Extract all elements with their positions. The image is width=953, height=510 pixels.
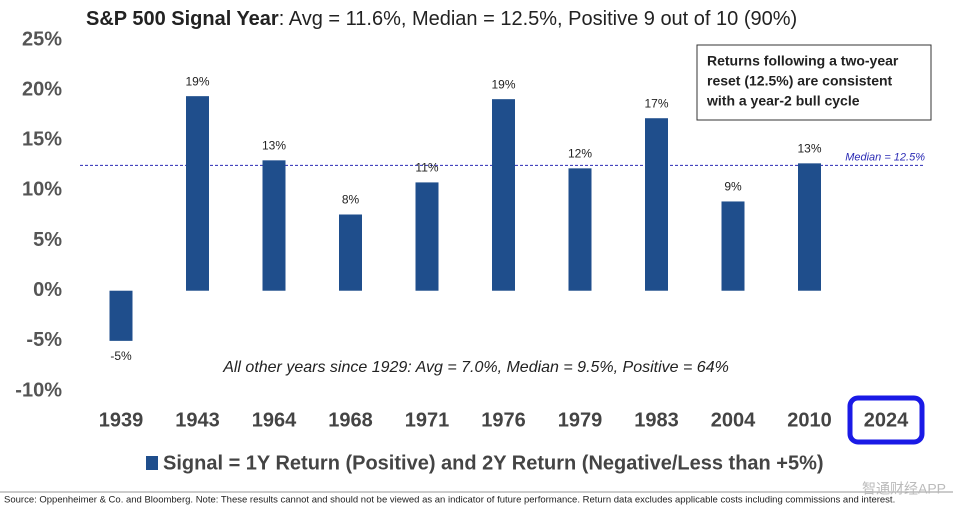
bar	[492, 99, 515, 291]
y-tick-label: 20%	[22, 78, 62, 100]
highlight-box	[847, 395, 925, 445]
bar	[645, 118, 668, 291]
bar	[568, 168, 592, 291]
x-tick-label: 2010	[787, 409, 832, 431]
y-tick-label: 5%	[33, 229, 62, 251]
x-tick-label: 2004	[711, 409, 756, 431]
value-label: 8%	[342, 193, 360, 207]
value-label: -5%	[110, 349, 132, 363]
value-label: 12%	[568, 147, 592, 161]
legend-swatch	[146, 456, 158, 470]
x-tick-label: 1976	[481, 409, 526, 431]
chart-title: S&P 500 Signal Year: Avg = 11.6%, Median…	[86, 8, 797, 30]
x-tick-label: 1979	[558, 409, 603, 431]
callout-line: Returns following a two-year	[707, 53, 899, 69]
value-label: 19%	[185, 74, 209, 88]
bar	[186, 96, 209, 291]
title-rest: : Avg = 11.6%, Median = 12.5%, Positive …	[279, 8, 797, 30]
y-tick-label: 25%	[22, 28, 62, 50]
y-tick-label: -10%	[15, 379, 62, 401]
title-bold: S&P 500 Signal Year	[86, 8, 279, 30]
y-tick-label: 15%	[22, 129, 62, 151]
source: Source: Oppenheimer & Co. and Bloomberg.…	[4, 495, 895, 506]
value-label: 13%	[797, 142, 821, 156]
value-label: 11%	[415, 161, 438, 175]
bar	[109, 290, 133, 341]
x-tick-label: 1964	[252, 409, 297, 431]
watermark: 智通财经APP	[862, 481, 946, 497]
y-tick-label: 0%	[33, 279, 62, 301]
legend-label: Signal = 1Y Return (Positive) and 2Y Ret…	[163, 452, 824, 474]
x-tick-label: 2024	[864, 409, 909, 431]
bar	[262, 160, 286, 291]
value-label: 13%	[262, 139, 286, 153]
y-tick-label: 10%	[22, 179, 62, 201]
x-tick-label: 1939	[99, 409, 144, 431]
x-tick-label: 1968	[328, 409, 373, 431]
bar	[415, 182, 439, 291]
callout-line: with a year-2 bull cycle	[706, 93, 860, 109]
value-label: 9%	[724, 180, 742, 194]
x-tick-label: 1943	[175, 409, 220, 431]
value-label: 19%	[491, 77, 515, 91]
annotation: All other years since 1929: Avg = 7.0%, …	[222, 359, 729, 376]
bar	[798, 163, 821, 291]
y-tick-label: -5%	[26, 329, 62, 351]
callout-box	[696, 44, 932, 121]
bar	[339, 214, 362, 291]
x-tick-label: 1971	[405, 409, 450, 431]
x-tick-label: 1983	[634, 409, 679, 431]
bar	[721, 201, 745, 291]
callout-line: reset (12.5%) are consistent	[707, 73, 893, 89]
median-label: Median = 12.5%	[845, 151, 925, 163]
value-label: 17%	[644, 96, 668, 110]
